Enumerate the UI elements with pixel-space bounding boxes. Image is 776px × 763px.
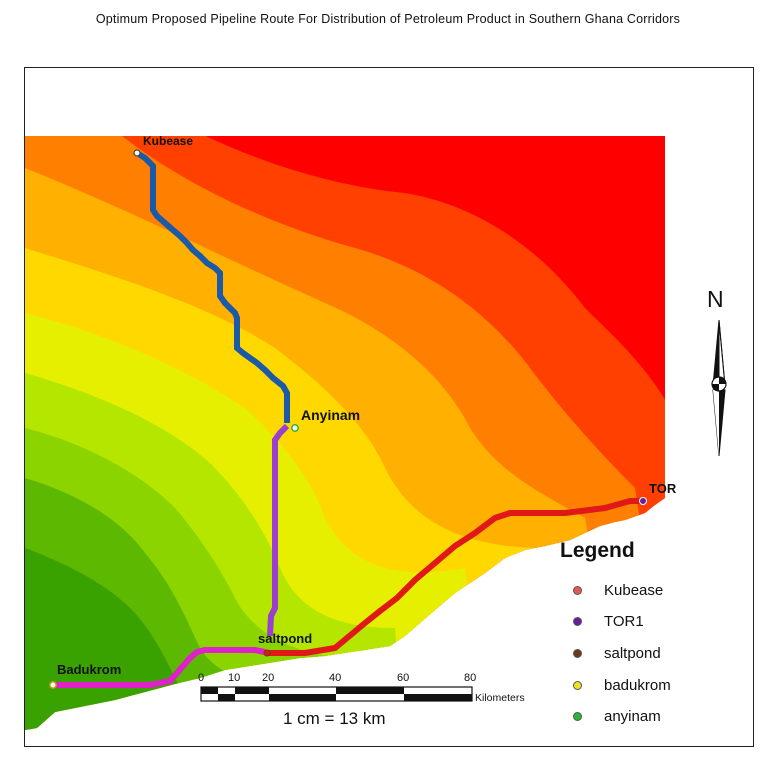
legend-label: Kubease <box>604 581 664 599</box>
legend-item-kubease: Kubease <box>573 580 663 600</box>
legend-label: anyinam <box>604 707 661 725</box>
route-kubease-anyinam <box>135 150 290 423</box>
map-canvas <box>25 136 727 730</box>
scale-tick-20: 20 <box>262 672 275 684</box>
legend-label: badukrom <box>604 676 671 694</box>
route-anyinam-saltpond <box>267 423 290 637</box>
saltpond-label: saltpond <box>258 631 313 646</box>
legend-dot-badukrom <box>573 680 582 690</box>
legend-item-anyinam: anyinam <box>573 706 661 726</box>
map-frame: Kubease Anyinam saltpond Badukrom TOR Le… <box>24 67 754 747</box>
scale-unit: Kilometers <box>475 692 525 704</box>
legend-item-badukrom: badukrom <box>573 675 671 695</box>
route-saltpond-tor <box>265 498 643 656</box>
tor-marker[interactable] <box>639 497 647 505</box>
scale-ratio: 1 cm = 13 km <box>283 709 386 728</box>
north-label: N <box>707 286 724 312</box>
scale-tick-60: 60 <box>397 672 410 684</box>
kubease-marker[interactable] <box>133 149 141 157</box>
anyinam-label: Anyinam <box>301 407 361 423</box>
badukrom-label: Badukrom <box>57 662 122 677</box>
badukrom-marker[interactable] <box>49 681 57 689</box>
scale-tick-0: 0 <box>198 672 205 684</box>
legend-dot-anyinam <box>573 711 582 721</box>
anyinam-marker[interactable] <box>291 424 299 432</box>
scale-tick-80: 80 <box>464 672 477 684</box>
north-arrow <box>711 319 727 457</box>
legend-item-saltpond: saltpond <box>573 643 661 663</box>
legend-dot-tor1 <box>573 616 582 626</box>
saltpond-marker[interactable] <box>263 649 271 657</box>
legend-label: saltpond <box>604 644 661 662</box>
scale-tick-40: 40 <box>329 672 342 684</box>
legend-item-tor1: TOR1 <box>573 611 644 631</box>
legend-dot-kubease <box>573 585 582 595</box>
legend-label: TOR1 <box>604 612 644 630</box>
map-title: Optimum Proposed Pipeline Route For Dist… <box>95 12 681 26</box>
scale-tick-10: 10 <box>228 672 241 684</box>
scale-bar <box>200 686 473 702</box>
tor-label: TOR <box>649 481 677 496</box>
route-badukrom-saltpond <box>53 647 266 688</box>
kubease-label: Kubease <box>143 134 194 148</box>
legend-dot-saltpond <box>573 648 582 658</box>
legend-title: Legend <box>560 539 635 562</box>
